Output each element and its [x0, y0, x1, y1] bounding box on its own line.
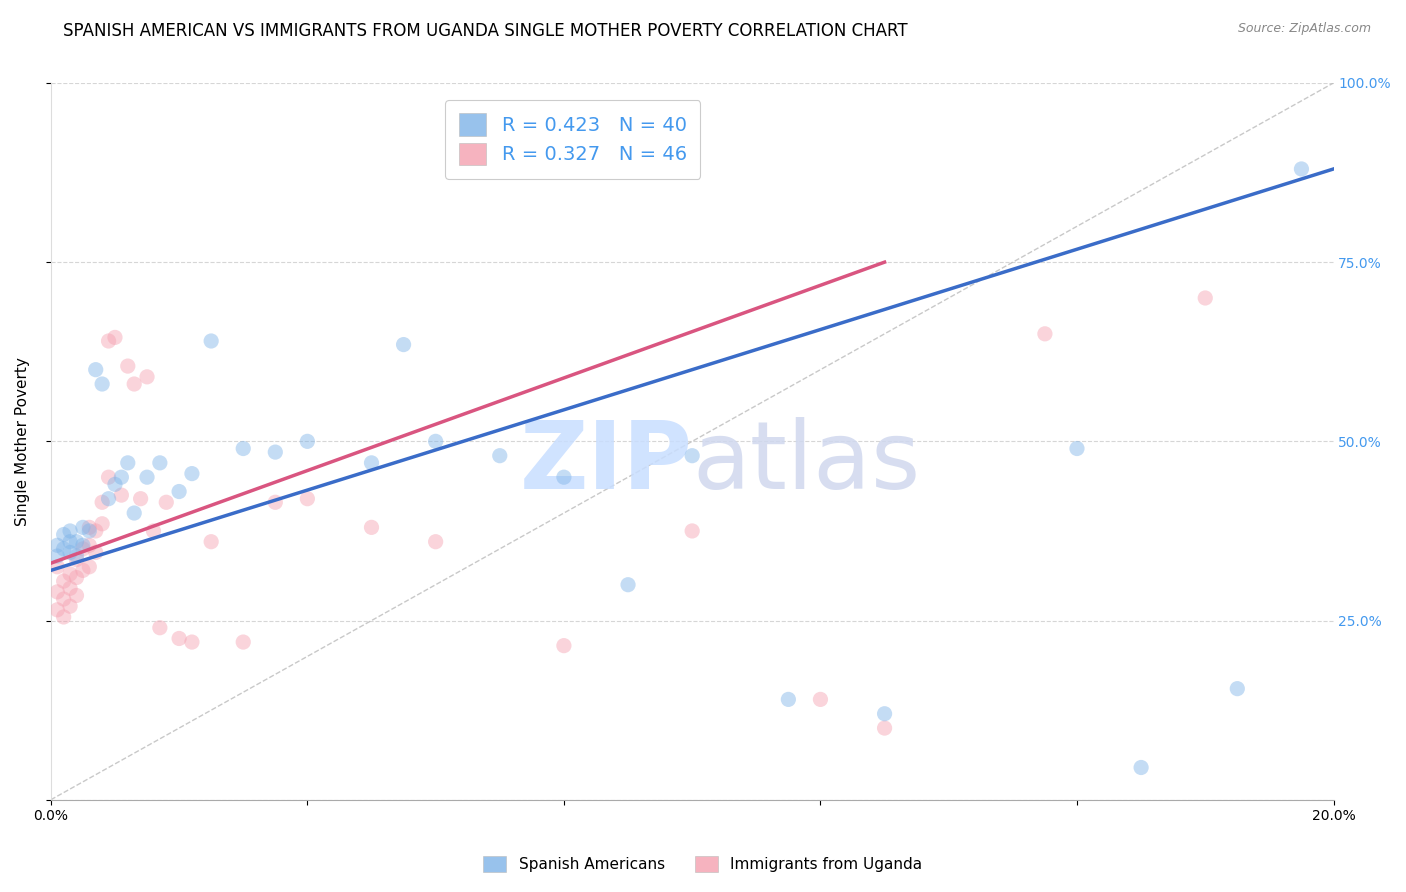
Point	[232, 442, 254, 456]
Point	[155, 495, 177, 509]
Point	[425, 434, 447, 449]
Point	[104, 477, 127, 491]
Point	[79, 520, 101, 534]
Point	[65, 549, 87, 563]
Point	[1066, 442, 1088, 456]
Legend: R = 0.423   N = 40, R = 0.327   N = 46: R = 0.423 N = 40, R = 0.327 N = 46	[446, 100, 700, 178]
Text: SPANISH AMERICAN VS IMMIGRANTS FROM UGANDA SINGLE MOTHER POVERTY CORRELATION CHA: SPANISH AMERICAN VS IMMIGRANTS FROM UGAN…	[63, 22, 908, 40]
Point	[84, 545, 107, 559]
Point	[488, 449, 510, 463]
Point	[117, 359, 139, 373]
Text: Source: ZipAtlas.com: Source: ZipAtlas.com	[1237, 22, 1371, 36]
Point	[117, 456, 139, 470]
Point	[46, 559, 69, 574]
Point	[681, 524, 703, 538]
Point	[46, 538, 69, 552]
Point	[97, 334, 120, 348]
Point	[97, 470, 120, 484]
Point	[46, 603, 69, 617]
Point	[149, 456, 172, 470]
Point	[72, 541, 94, 556]
Point	[873, 721, 896, 735]
Point	[297, 491, 319, 506]
Point	[425, 534, 447, 549]
Point	[59, 545, 82, 559]
Point	[1033, 326, 1056, 341]
Point	[65, 552, 87, 566]
Text: atlas: atlas	[692, 417, 921, 508]
Point	[360, 456, 382, 470]
Point	[52, 541, 75, 556]
Point	[232, 635, 254, 649]
Point	[1226, 681, 1249, 696]
Point	[59, 566, 82, 581]
Point	[110, 470, 132, 484]
Point	[79, 538, 101, 552]
Point	[122, 376, 145, 391]
Point	[778, 692, 800, 706]
Point	[1130, 760, 1153, 774]
Point	[91, 516, 114, 531]
Point	[59, 524, 82, 538]
Point	[873, 706, 896, 721]
Point	[79, 524, 101, 538]
Point	[392, 337, 415, 351]
Point	[167, 632, 190, 646]
Point	[200, 334, 222, 348]
Point	[52, 610, 75, 624]
Point	[142, 524, 165, 538]
Point	[810, 692, 832, 706]
Point	[72, 538, 94, 552]
Point	[181, 635, 204, 649]
Point	[52, 527, 75, 541]
Point	[136, 369, 159, 384]
Point	[65, 534, 87, 549]
Point	[136, 470, 159, 484]
Point	[297, 434, 319, 449]
Point	[149, 621, 172, 635]
Point	[91, 376, 114, 391]
Legend: Spanish Americans, Immigrants from Uganda: Spanish Americans, Immigrants from Ugand…	[475, 848, 931, 880]
Point	[84, 362, 107, 376]
Point	[104, 330, 127, 344]
Point	[59, 582, 82, 596]
Point	[264, 495, 287, 509]
Point	[553, 470, 575, 484]
Point	[360, 520, 382, 534]
Y-axis label: Single Mother Poverty: Single Mother Poverty	[15, 357, 30, 525]
Point	[553, 639, 575, 653]
Point	[97, 491, 120, 506]
Point	[46, 549, 69, 563]
Text: ZIP: ZIP	[519, 417, 692, 508]
Point	[72, 563, 94, 577]
Point	[181, 467, 204, 481]
Point	[1194, 291, 1216, 305]
Point	[46, 585, 69, 599]
Point	[59, 534, 82, 549]
Point	[91, 495, 114, 509]
Point	[79, 559, 101, 574]
Point	[617, 578, 640, 592]
Point	[52, 574, 75, 588]
Point	[167, 484, 190, 499]
Point	[1291, 161, 1313, 176]
Point	[84, 524, 107, 538]
Point	[200, 534, 222, 549]
Point	[52, 592, 75, 607]
Point	[65, 589, 87, 603]
Point	[65, 570, 87, 584]
Point	[59, 599, 82, 614]
Point	[110, 488, 132, 502]
Point	[681, 449, 703, 463]
Point	[129, 491, 152, 506]
Point	[264, 445, 287, 459]
Point	[72, 520, 94, 534]
Point	[122, 506, 145, 520]
